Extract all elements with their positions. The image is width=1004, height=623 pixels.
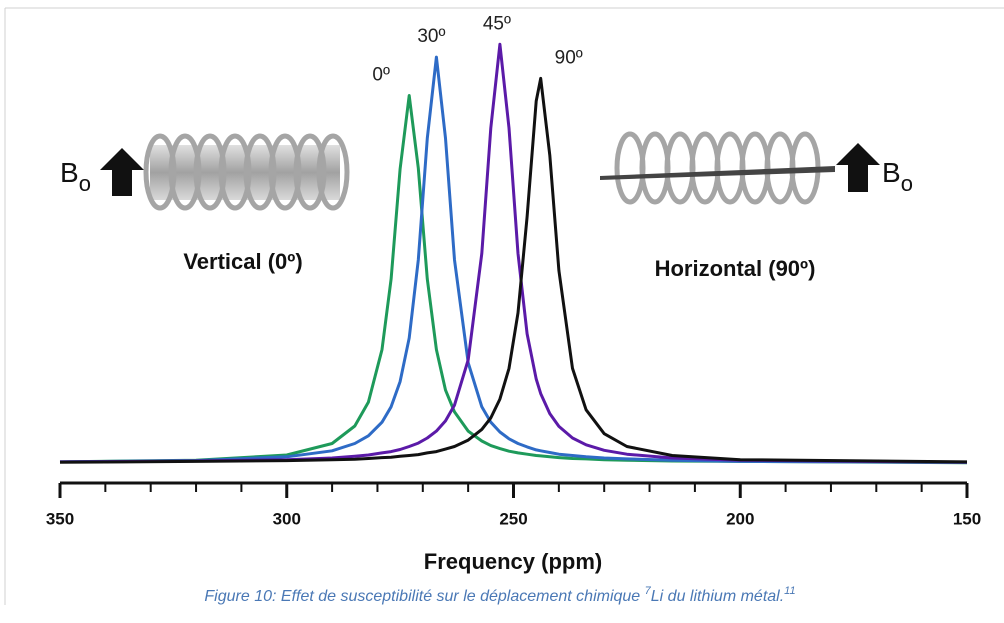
x-tick-label: 350 — [46, 509, 74, 528]
peak-label: 0º — [372, 65, 390, 86]
caption-text: Figure 10: Effet de susceptibilité sur l… — [204, 588, 644, 605]
plot: 350 300 250 200 150 0º 30º 45º 90º — [46, 13, 981, 528]
x-tick-label: 200 — [726, 509, 754, 528]
peak-label: 30º — [417, 26, 445, 47]
spectrum-line — [59, 76, 968, 464]
peak-label: 90º — [555, 47, 583, 68]
spectrum-line — [59, 42, 968, 464]
coil-left — [143, 133, 350, 211]
x-tick-label: 250 — [499, 509, 527, 528]
x-tick-label: 300 — [273, 509, 301, 528]
field-main: B — [60, 157, 79, 188]
caption-text: Li du lithium métal. — [651, 588, 784, 605]
caption-sup: 7 — [645, 585, 652, 597]
field-label: Bo — [882, 157, 913, 195]
peak-label: 45º — [483, 13, 511, 34]
arrow-left — [100, 148, 144, 196]
x-tick-label: 150 — [953, 509, 981, 528]
field-sub: o — [79, 171, 91, 196]
field-label: Bo — [60, 157, 91, 195]
annotation: Vertical (0º) — [183, 249, 302, 274]
field-sub: o — [901, 171, 913, 196]
spectrum-line — [59, 94, 968, 465]
caption-sup: 11 — [784, 585, 795, 597]
spectrum-line — [59, 55, 968, 464]
coil-right — [600, 131, 835, 205]
arrow-right — [836, 143, 880, 192]
x-axis-label: Frequency (ppm) — [424, 549, 602, 574]
annotation: Horizontal (90º) — [655, 256, 816, 281]
caption: Figure 10: Effet de susceptibilité sur l… — [204, 585, 795, 605]
field-main: B — [882, 157, 901, 188]
